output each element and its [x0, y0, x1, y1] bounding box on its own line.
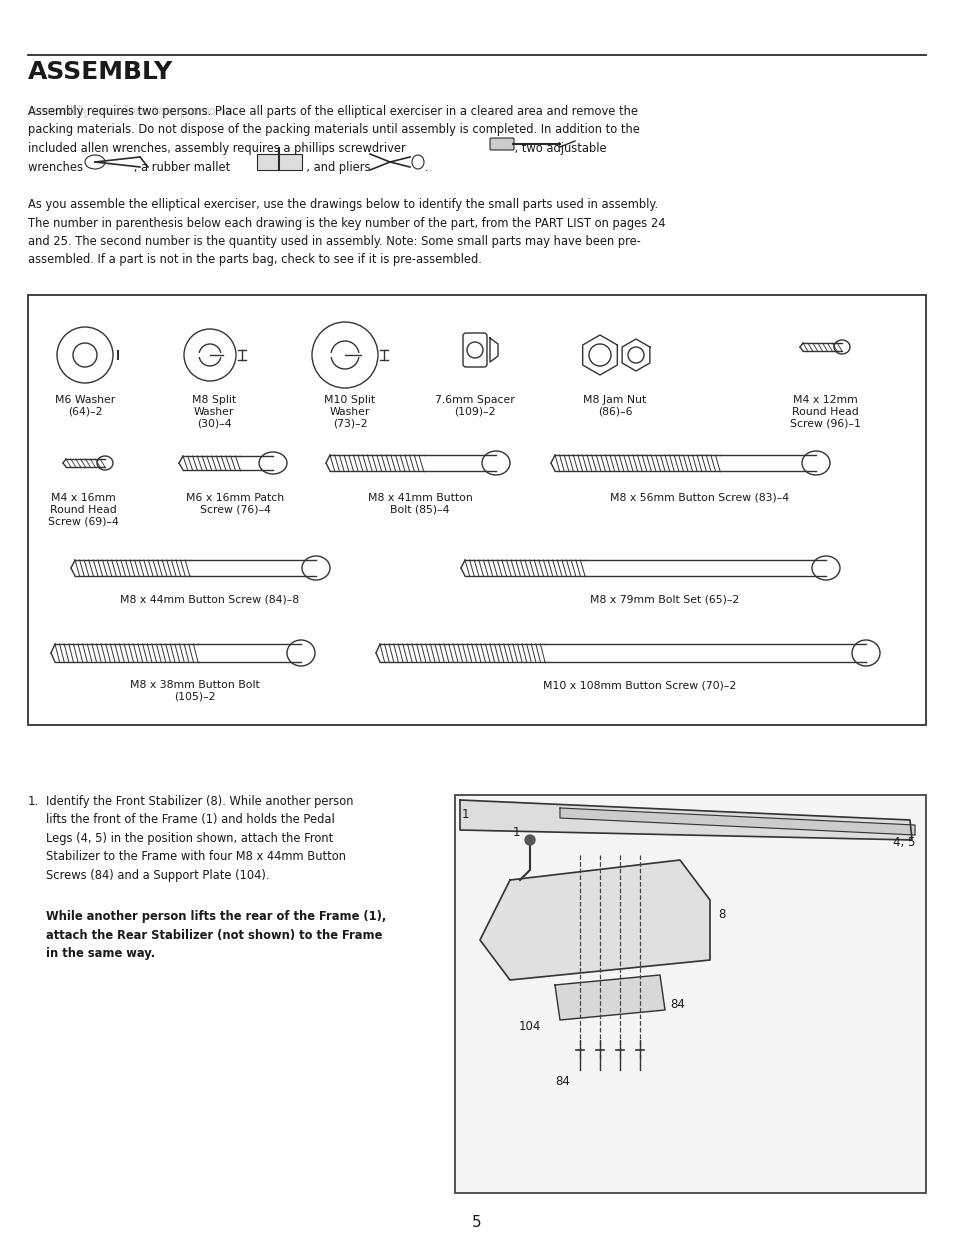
Text: M8 x 56mm Button Screw (83)–4: M8 x 56mm Button Screw (83)–4	[610, 493, 789, 503]
Text: M4 x 16mm
Round Head
Screw (69)–4: M4 x 16mm Round Head Screw (69)–4	[48, 493, 118, 526]
Text: ASSEMBLY: ASSEMBLY	[28, 61, 173, 84]
Text: While another person lifts the rear of the Frame (1),
attach the Rear Stabilizer: While another person lifts the rear of t…	[46, 910, 386, 960]
Text: 4, 5: 4, 5	[892, 836, 915, 848]
Text: M6 Washer
(64)–2: M6 Washer (64)–2	[55, 395, 115, 416]
Text: Assembly requires two persons.: Assembly requires two persons.	[28, 105, 236, 119]
Text: M10 x 108mm Button Screw (70)–2: M10 x 108mm Button Screw (70)–2	[543, 680, 736, 690]
Polygon shape	[555, 974, 664, 1020]
Text: 104: 104	[518, 1020, 540, 1032]
Text: Identify the Front Stabilizer (8). While another person
lifts the front of the F: Identify the Front Stabilizer (8). While…	[46, 795, 354, 882]
Text: 1.: 1.	[28, 795, 39, 808]
Text: 8: 8	[718, 909, 724, 921]
FancyBboxPatch shape	[28, 295, 925, 725]
Text: M10 Split
Washer
(73)–2: M10 Split Washer (73)–2	[324, 395, 375, 429]
Text: 1: 1	[461, 808, 469, 821]
Text: M8 x 44mm Button Screw (84)–8: M8 x 44mm Button Screw (84)–8	[120, 595, 299, 605]
Text: M4 x 12mm
Round Head
Screw (96)–1: M4 x 12mm Round Head Screw (96)–1	[789, 395, 860, 429]
Text: 5: 5	[472, 1215, 481, 1230]
Polygon shape	[479, 860, 709, 981]
Text: M8 x 79mm Bolt Set (65)–2: M8 x 79mm Bolt Set (65)–2	[590, 595, 739, 605]
Text: M8 x 38mm Button Bolt
(105)–2: M8 x 38mm Button Bolt (105)–2	[130, 680, 259, 701]
Text: Assembly requires two persons. Place all parts of the elliptical exerciser in a : Assembly requires two persons. Place all…	[28, 105, 639, 173]
Polygon shape	[559, 808, 914, 835]
Text: M8 Jam Nut
(86)–6: M8 Jam Nut (86)–6	[583, 395, 646, 416]
Text: 84: 84	[669, 999, 684, 1011]
FancyBboxPatch shape	[455, 795, 925, 1193]
Text: Assembly requires two persons.: Assembly requires two persons.	[28, 105, 236, 119]
Polygon shape	[459, 800, 911, 840]
FancyBboxPatch shape	[256, 154, 302, 170]
FancyBboxPatch shape	[490, 138, 514, 149]
Text: 84: 84	[555, 1074, 570, 1088]
Text: 7.6mm Spacer
(109)–2: 7.6mm Spacer (109)–2	[435, 395, 515, 416]
Text: M8 Split
Washer
(30)–4: M8 Split Washer (30)–4	[192, 395, 235, 429]
Text: As you assemble the elliptical exerciser, use the drawings below to identify the: As you assemble the elliptical exerciser…	[28, 198, 665, 267]
Text: M8 x 41mm Button
Bolt (85)–4: M8 x 41mm Button Bolt (85)–4	[367, 493, 472, 515]
Text: 1: 1	[513, 826, 520, 839]
Circle shape	[524, 835, 535, 845]
Text: M6 x 16mm Patch
Screw (76)–4: M6 x 16mm Patch Screw (76)–4	[186, 493, 284, 515]
